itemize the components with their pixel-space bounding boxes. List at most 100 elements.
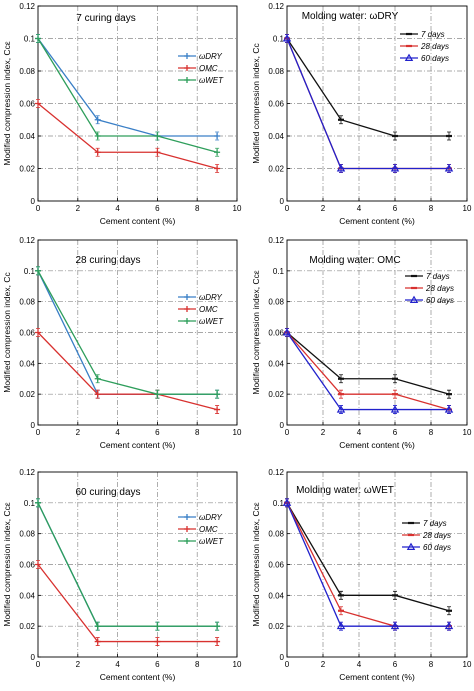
- legend-marker: [184, 514, 190, 520]
- x-axis-label: Cement content (%): [339, 440, 415, 450]
- series-line: [286, 38, 449, 137]
- series-d28: [284, 328, 452, 414]
- legend-label: 7 days: [423, 519, 447, 528]
- x-axis-label: Cement content (%): [100, 440, 176, 450]
- data-point: [35, 499, 41, 506]
- data-point: [35, 100, 41, 107]
- y-axis-label: Modified compression index, Cc: [2, 272, 12, 393]
- series-omc: [35, 328, 221, 414]
- series-line: [37, 332, 218, 411]
- y-tick-label: 0.08: [19, 298, 35, 307]
- legend-label: ωDRY: [199, 293, 222, 302]
- legend-label: ωDRY: [199, 52, 222, 61]
- y-tick-label: 0.02: [19, 165, 35, 174]
- legend-label: 60 days: [423, 543, 451, 552]
- series-line: [286, 332, 449, 411]
- series-omc: [35, 99, 221, 173]
- y-tick-label: 0.1: [24, 267, 36, 276]
- y-tick-label: 0.12: [19, 236, 35, 245]
- y-tick-label: 0.06: [268, 100, 284, 109]
- chart-title: 7 curing days: [76, 13, 135, 24]
- series-line: [286, 502, 450, 612]
- x-tick-label: 0: [36, 660, 41, 669]
- x-tick-label: 6: [393, 204, 398, 213]
- chart-title: Molding water: ωDRY: [302, 11, 399, 22]
- x-tick-label: 0: [36, 428, 41, 437]
- x-tick-label: 2: [76, 428, 81, 437]
- y-tick-label: 0.02: [19, 390, 35, 399]
- series-line: [37, 38, 218, 153]
- x-tick-label: 2: [321, 428, 326, 437]
- chart-title: 28 curing days: [75, 255, 140, 266]
- data-point: [282, 328, 292, 336]
- legend-label: OMC: [199, 305, 218, 314]
- x-tick-label: 4: [115, 428, 120, 437]
- data-point: [282, 34, 292, 42]
- data-point: [94, 116, 101, 123]
- y-tick-label: 0.12: [268, 2, 284, 11]
- legend-marker: [184, 318, 190, 324]
- data-point: [154, 638, 161, 645]
- data-point: [94, 391, 101, 398]
- y-tick-label: 0.02: [19, 622, 35, 631]
- legend: 7 days 28 days 60 days: [405, 272, 454, 305]
- series-line: [286, 332, 450, 411]
- data-point: [94, 133, 101, 139]
- series-line: [37, 564, 218, 643]
- y-tick-label: 0.04: [19, 359, 35, 368]
- y-tick-label: 0.02: [268, 622, 284, 631]
- x-tick-label: 0: [36, 204, 41, 213]
- x-tick-label: 10: [463, 204, 472, 213]
- x-tick-label: 2: [76, 204, 81, 213]
- y-tick-label: 0: [280, 197, 285, 206]
- legend-label: 28 days: [425, 284, 454, 293]
- data-point: [336, 621, 346, 630]
- x-tick-label: 0: [285, 428, 290, 437]
- x-tick-label: 8: [429, 660, 434, 669]
- y-tick-label: 0.08: [268, 530, 284, 539]
- chart-panel-2: 0 2 4 6 8 10 0 0.02 0.04 0.06 0.08 0.1 0.12 Cement co…: [251, 2, 472, 226]
- data-point: [35, 329, 41, 336]
- series-w_wet: [35, 498, 221, 631]
- data-point: [390, 405, 400, 413]
- y-tick-label: 0.06: [19, 329, 35, 338]
- legend-marker: [184, 77, 190, 83]
- data-point: [214, 623, 221, 630]
- data-point: [214, 391, 221, 398]
- y-tick-label: 0.02: [268, 390, 284, 399]
- series-d7: [284, 498, 452, 616]
- data-point: [94, 149, 101, 156]
- data-point: [154, 623, 161, 630]
- y-tick-label: 0.06: [268, 561, 284, 570]
- data-point: [35, 561, 41, 568]
- legend-label: 7 days: [426, 272, 450, 281]
- x-axis-label: Cement content (%): [339, 216, 415, 226]
- x-tick-label: 10: [463, 660, 472, 669]
- legend: 7 days 28 days 60 days: [400, 30, 449, 63]
- y-tick-label: 0.08: [19, 530, 35, 539]
- x-tick-label: 4: [357, 204, 362, 213]
- series-line: [286, 502, 449, 627]
- legend-marker: [406, 542, 416, 550]
- data-point: [444, 405, 454, 413]
- series-omc: [35, 560, 221, 646]
- y-tick-label: 0.1: [24, 499, 36, 508]
- legend-label: ωWET: [199, 317, 224, 326]
- legend: ωDRY OMC ωWET: [178, 513, 224, 546]
- data-point: [35, 267, 41, 274]
- data-point: [214, 406, 221, 413]
- x-tick-label: 8: [195, 428, 200, 437]
- legend-marker: [184, 306, 190, 312]
- data-point: [94, 623, 101, 630]
- x-tick-label: 2: [321, 660, 326, 669]
- y-tick-label: 0.1: [273, 499, 285, 508]
- series-d60: [282, 34, 454, 173]
- data-point: [336, 164, 346, 172]
- y-tick-label: 0: [31, 653, 36, 662]
- x-tick-label: 2: [76, 660, 81, 669]
- x-tick-label: 10: [463, 428, 472, 437]
- legend-label: 28 days: [422, 531, 451, 540]
- series-line: [286, 38, 449, 170]
- y-axis-label: Modified compression index, Ccε: [251, 270, 261, 394]
- legend-label: 60 days: [426, 296, 454, 305]
